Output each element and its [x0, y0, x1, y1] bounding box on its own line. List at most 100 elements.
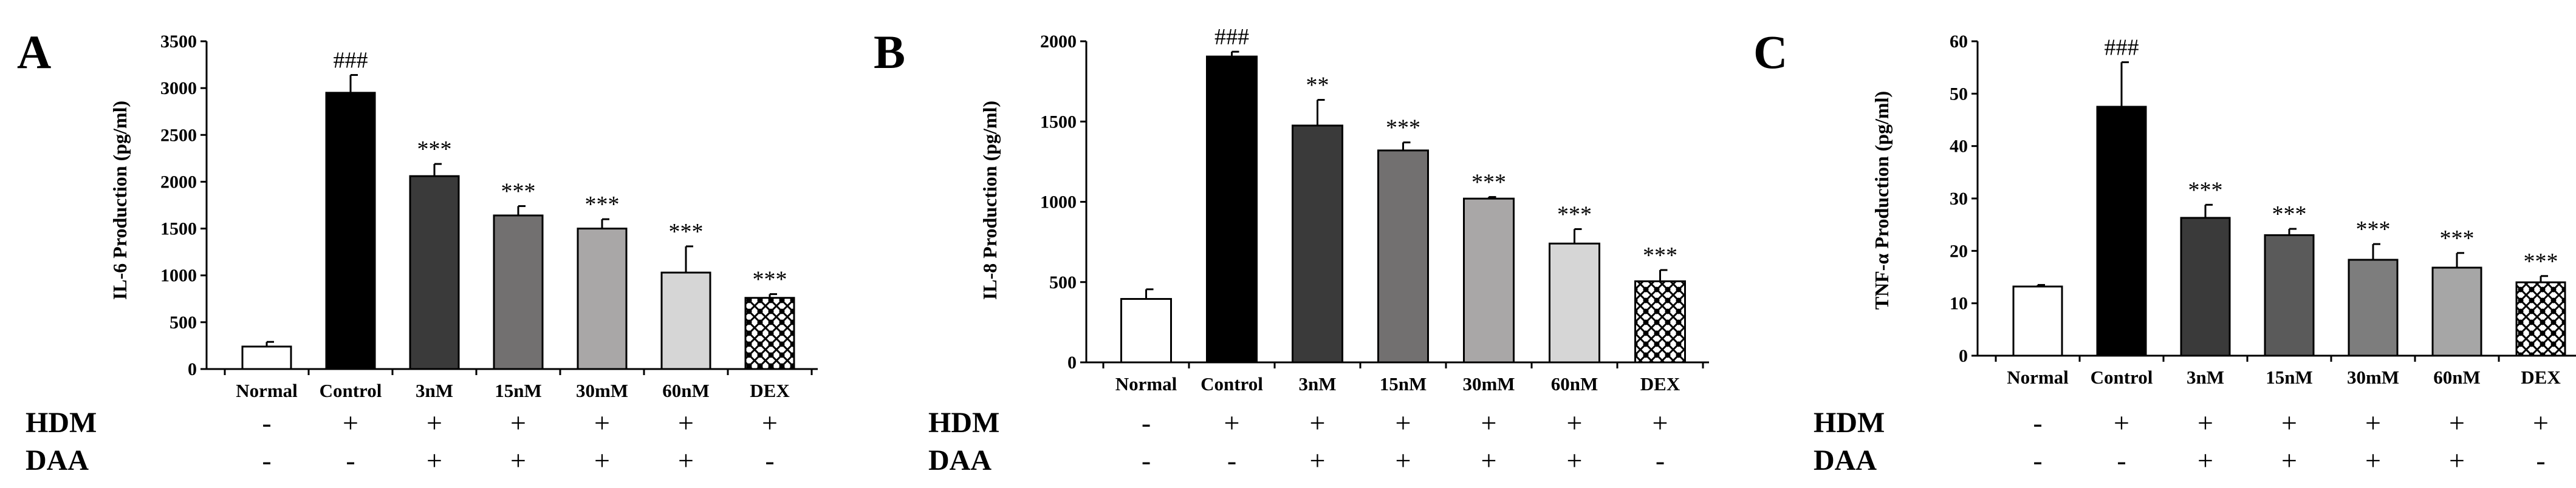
treatment-sign: +: [2533, 407, 2549, 438]
bar-dex: [2515, 281, 2566, 357]
treatment-sign: +: [762, 407, 778, 438]
bar-control: [325, 92, 376, 370]
significance-label: ***: [2272, 202, 2307, 227]
treatment-sign: +: [594, 445, 610, 476]
treatment-sign: -: [1142, 407, 1151, 438]
daa-row-label: DAA: [1814, 444, 1877, 476]
bar-30mm: [1463, 197, 1515, 364]
y-axis-label-b: IL-8 Production (pg/ml): [979, 101, 1001, 300]
treatment-sign: +: [1396, 407, 1411, 438]
bar-3nm: [2180, 217, 2231, 357]
treatment-sign: +: [594, 407, 610, 438]
treatment-sign: -: [1142, 445, 1151, 476]
treatment-sign: +: [2365, 445, 2381, 476]
treatment-sign: +: [2197, 407, 2213, 438]
y-tick-label: 30: [1950, 189, 1968, 209]
category-label: 60nM: [2433, 367, 2481, 388]
panel-c: C TNF-α Production (pg/ml) 0 10 20 30 40 50 60…: [1753, 25, 2576, 476]
plot-b: 0 500 1000 1500 2000 Normal ### Control ** 3nM ***…: [1040, 24, 1709, 395]
y-tick-label: 20: [1950, 241, 1968, 261]
category-label: 15nM: [2266, 367, 2313, 388]
treatment-sign: +: [1567, 445, 1583, 476]
bar-dex: [744, 297, 795, 370]
treatment-table-a: HDM DAA - + + + + + + - - + + + + -: [26, 407, 778, 476]
treatment-sign: +: [2281, 407, 2297, 438]
category-label: Control: [1201, 373, 1263, 395]
bar-15nm: [2264, 234, 2315, 357]
category-label: 15nM: [495, 380, 542, 401]
category-label: 15nM: [1380, 373, 1427, 395]
bar-normal: [1120, 298, 1172, 364]
treatment-sign: -: [2536, 445, 2545, 476]
hdm-row-label: HDM: [1814, 407, 1885, 439]
treatment-table-c: HDM DAA - + + + + + + - - + + + + -: [1814, 407, 2549, 476]
treatment-sign: -: [2033, 407, 2042, 438]
bar-3nm: [1292, 124, 1343, 364]
hdm-row-label: HDM: [928, 407, 999, 439]
significance-label: ###: [2105, 35, 2139, 61]
treatment-sign: -: [262, 407, 271, 438]
y-tick-label: 0: [188, 359, 197, 379]
category-label: Normal: [2007, 367, 2069, 388]
significance-label: ###: [334, 48, 368, 73]
treatment-sign: -: [1227, 445, 1236, 476]
treatment-sign: +: [1653, 407, 1668, 438]
category-label: 60nM: [662, 380, 710, 401]
bar-normal: [241, 345, 292, 370]
treatment-sign: +: [1310, 445, 1326, 476]
treatment-sign: +: [1481, 445, 1497, 476]
treatment-sign: +: [2197, 445, 2213, 476]
significance-label: ***: [753, 267, 787, 293]
bar-control: [1206, 55, 1258, 364]
treatment-signs-a: - + + + + + + - - + + + + -: [262, 407, 778, 476]
treatment-sign: +: [510, 407, 526, 438]
panel-letter-b: B: [874, 25, 905, 78]
y-tick-label: 0: [1067, 353, 1077, 373]
significance-label: ***: [2524, 249, 2558, 274]
significance-label: ***: [1386, 115, 1420, 141]
treatment-sign: -: [765, 445, 774, 476]
panel-letter-c: C: [1753, 25, 1787, 78]
y-tick-label: 3000: [160, 78, 197, 98]
category-label: DEX: [1640, 373, 1680, 395]
y-tick-label: 3500: [160, 32, 197, 52]
significance-label: ***: [2440, 226, 2475, 251]
bar-15nm: [493, 214, 544, 370]
y-tick-label: 50: [1950, 84, 1968, 104]
y-tick-label: 2500: [160, 125, 197, 145]
category-label: 30mM: [576, 380, 628, 401]
category-label: Normal: [1115, 373, 1177, 395]
bar-3nm: [409, 175, 460, 370]
treatment-sign: +: [343, 407, 358, 438]
treatment-sign: +: [2365, 407, 2381, 438]
y-tick-label: 2000: [1040, 32, 1077, 52]
y-axis-label-c: TNF-α Production (pg/ml): [1871, 91, 1893, 310]
significance-label: ***: [501, 179, 536, 205]
bar-30mm: [577, 228, 628, 370]
y-tick-label: 1000: [1040, 192, 1077, 212]
significance-label: ***: [1643, 243, 1677, 268]
significance-label: ***: [1557, 202, 1592, 227]
treatment-sign: +: [678, 407, 694, 438]
plot-c: 0 10 20 30 40 50 60 Normal ### Control *** 3nM *** 15…: [1950, 32, 2576, 388]
category-label: Control: [2091, 367, 2153, 388]
bar-control: [2096, 106, 2147, 357]
category-label: 3nM: [1299, 373, 1337, 395]
treatment-sign: +: [678, 445, 694, 476]
significance-label: ***: [1471, 170, 1506, 195]
category-label: 30mM: [1462, 373, 1515, 395]
hdm-row-label: HDM: [26, 407, 97, 439]
treatment-sign: +: [1224, 407, 1240, 438]
category-label: 60nM: [1551, 373, 1598, 395]
treatment-sign: -: [2033, 445, 2042, 476]
y-tick-label: 1500: [1040, 112, 1077, 132]
treatment-sign: +: [1481, 407, 1497, 438]
panel-letter-a: A: [17, 25, 51, 78]
treatment-sign: +: [1567, 407, 1583, 438]
treatment-table-b: HDM DAA - + + + + + + - - + + + + -: [928, 407, 1668, 476]
y-tick-label: 0: [1959, 346, 1968, 366]
bar-30mm: [2348, 259, 2399, 357]
category-label: 30mM: [2347, 367, 2399, 388]
bar-60nm: [1549, 242, 1600, 364]
bar-60nm: [2431, 266, 2482, 357]
